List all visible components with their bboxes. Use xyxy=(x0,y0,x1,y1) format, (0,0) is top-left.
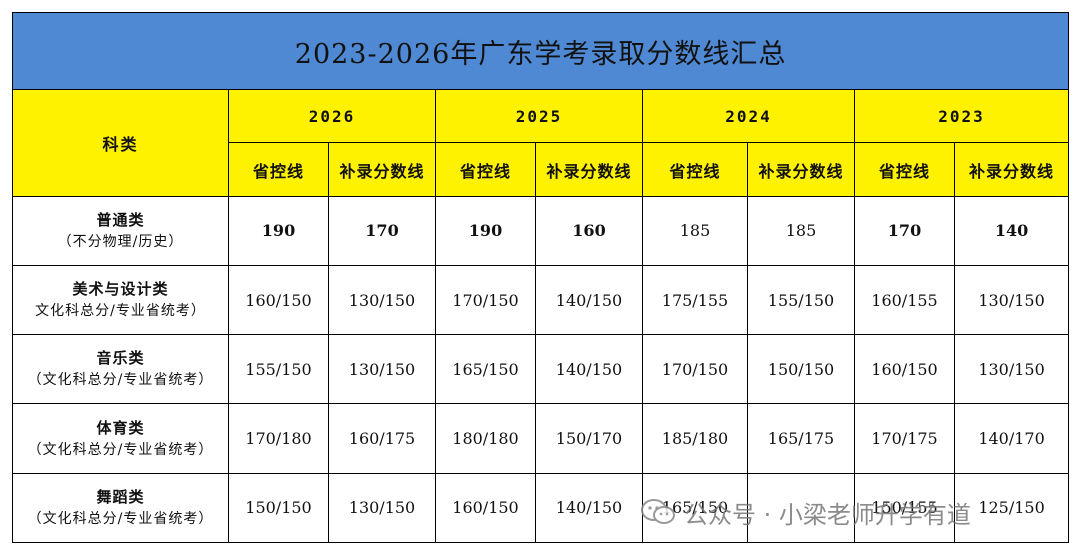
category-header: 科类 xyxy=(12,89,229,197)
score-cell: 160/150 xyxy=(435,472,536,544)
score-cell: 165/150 xyxy=(642,472,748,544)
sub-header-supplementary-line: 补录分数线 xyxy=(328,142,436,197)
score-cell: 160/150 xyxy=(854,334,955,405)
score-cell: 190 xyxy=(435,195,536,266)
score-cell: 170 xyxy=(328,195,436,266)
score-cell: 150/170 xyxy=(535,403,643,474)
category-note: 文化科总分/专业省统考） xyxy=(35,303,206,320)
score-cell: 175/155 xyxy=(642,264,748,336)
year-header-row: 科类 2026 2025 2024 2023 xyxy=(12,89,1070,197)
score-cell: 160/155 xyxy=(854,264,955,336)
score-cell: 150/155 xyxy=(854,472,955,544)
sub-header-control-line: 省控线 xyxy=(854,142,955,197)
category-cell: 普通类 （不分物理/历史） xyxy=(12,195,229,266)
score-cell: 140/170 xyxy=(953,403,1070,474)
category-cell: 美术与设计类 文化科总分/专业省统考） xyxy=(12,264,229,336)
score-cell: 160 xyxy=(535,195,643,266)
score-cell: 140/150 xyxy=(535,334,643,405)
score-cell: 165/175 xyxy=(747,403,855,474)
score-cell: 170 xyxy=(854,195,955,266)
sub-header-control-line: 省控线 xyxy=(435,142,536,197)
score-cell: 170/150 xyxy=(642,334,748,405)
category-note: （文化科总分/专业省统考） xyxy=(27,372,214,389)
score-cell: 130/150 xyxy=(328,334,436,405)
score-cell: 130/150 xyxy=(953,334,1070,405)
score-cell: 155/150 xyxy=(228,334,329,405)
category-cell: 音乐类 （文化科总分/专业省统考） xyxy=(12,334,229,405)
table-row: 普通类 （不分物理/历史） 190 170 190 160 185 185 17… xyxy=(12,195,1070,266)
year-header: 2023 xyxy=(853,89,1070,144)
score-cell: 185 xyxy=(747,195,855,266)
sub-header-supplementary-line: 补录分数线 xyxy=(535,142,643,197)
score-cell: 140/150 xyxy=(535,472,643,544)
category-note: （文化科总分/专业省统考） xyxy=(27,510,214,527)
year-header: 2026 xyxy=(228,89,436,144)
table-row: 体育类 （文化科总分/专业省统考） 170/180 160/175 180/18… xyxy=(12,403,1070,474)
category-name: 音乐类 xyxy=(96,349,145,368)
table-row: 舞蹈类 （文化科总分/专业省统考） 150/150 130/150 160/15… xyxy=(12,472,1070,544)
sub-header-control-line: 省控线 xyxy=(642,142,748,197)
sub-header-control-line: 省控线 xyxy=(228,142,329,197)
score-cell: 160/150 xyxy=(228,264,329,336)
score-cell: 125/150 xyxy=(953,472,1070,544)
category-cell: 体育类 （文化科总分/专业省统考） xyxy=(12,403,229,474)
score-cell: 150/150 xyxy=(228,472,329,544)
table-title: 2023-2026年广东学考录取分数线汇总 xyxy=(11,11,1070,91)
category-name: 舞蹈类 xyxy=(96,487,145,506)
score-cell: 150/150 xyxy=(747,334,855,405)
title-row: 2023-2026年广东学考录取分数线汇总 xyxy=(11,11,1070,91)
score-cell xyxy=(747,472,855,544)
score-cell: 155/150 xyxy=(747,264,855,336)
sub-header-supplementary-line: 补录分数线 xyxy=(747,142,855,197)
score-cell: 130/150 xyxy=(328,264,436,336)
table-row: 美术与设计类 文化科总分/专业省统考） 160/150 130/150 170/… xyxy=(12,264,1070,336)
year-header: 2024 xyxy=(642,89,855,144)
score-cell: 140/150 xyxy=(535,264,643,336)
score-cell: 185 xyxy=(642,195,748,266)
score-cell: 160/175 xyxy=(328,403,436,474)
score-cell: 190 xyxy=(228,195,329,266)
category-name: 体育类 xyxy=(96,418,145,437)
year-header: 2025 xyxy=(435,89,643,144)
table-row: 音乐类 （文化科总分/专业省统考） 155/150 130/150 165/15… xyxy=(12,334,1070,405)
score-cell: 130/150 xyxy=(953,264,1070,336)
category-name: 普通类 xyxy=(96,210,145,229)
score-cell: 170/175 xyxy=(854,403,955,474)
sub-header-supplementary-line: 补录分数线 xyxy=(953,142,1070,197)
sub-header-row: 省控线 补录分数线 省控线 补录分数线 省控线 补录分数线 省控线 补录分数线 xyxy=(13,142,1070,197)
category-cell: 舞蹈类 （文化科总分/专业省统考） xyxy=(12,472,229,544)
score-cell: 140 xyxy=(953,195,1070,266)
category-note: （不分物理/历史） xyxy=(57,233,184,250)
score-table: 2023-2026年广东学考录取分数线汇总 科类 2026 2025 2024 … xyxy=(11,11,1070,544)
score-cell: 185/180 xyxy=(642,403,748,474)
category-note: （文化科总分/专业省统考） xyxy=(27,441,214,458)
score-cell: 165/150 xyxy=(435,334,536,405)
score-cell: 170/150 xyxy=(435,264,536,336)
score-cell: 130/150 xyxy=(328,472,436,544)
category-name: 美术与设计类 xyxy=(72,280,169,299)
score-cell: 180/180 xyxy=(435,403,536,474)
score-cell: 170/180 xyxy=(228,403,329,474)
